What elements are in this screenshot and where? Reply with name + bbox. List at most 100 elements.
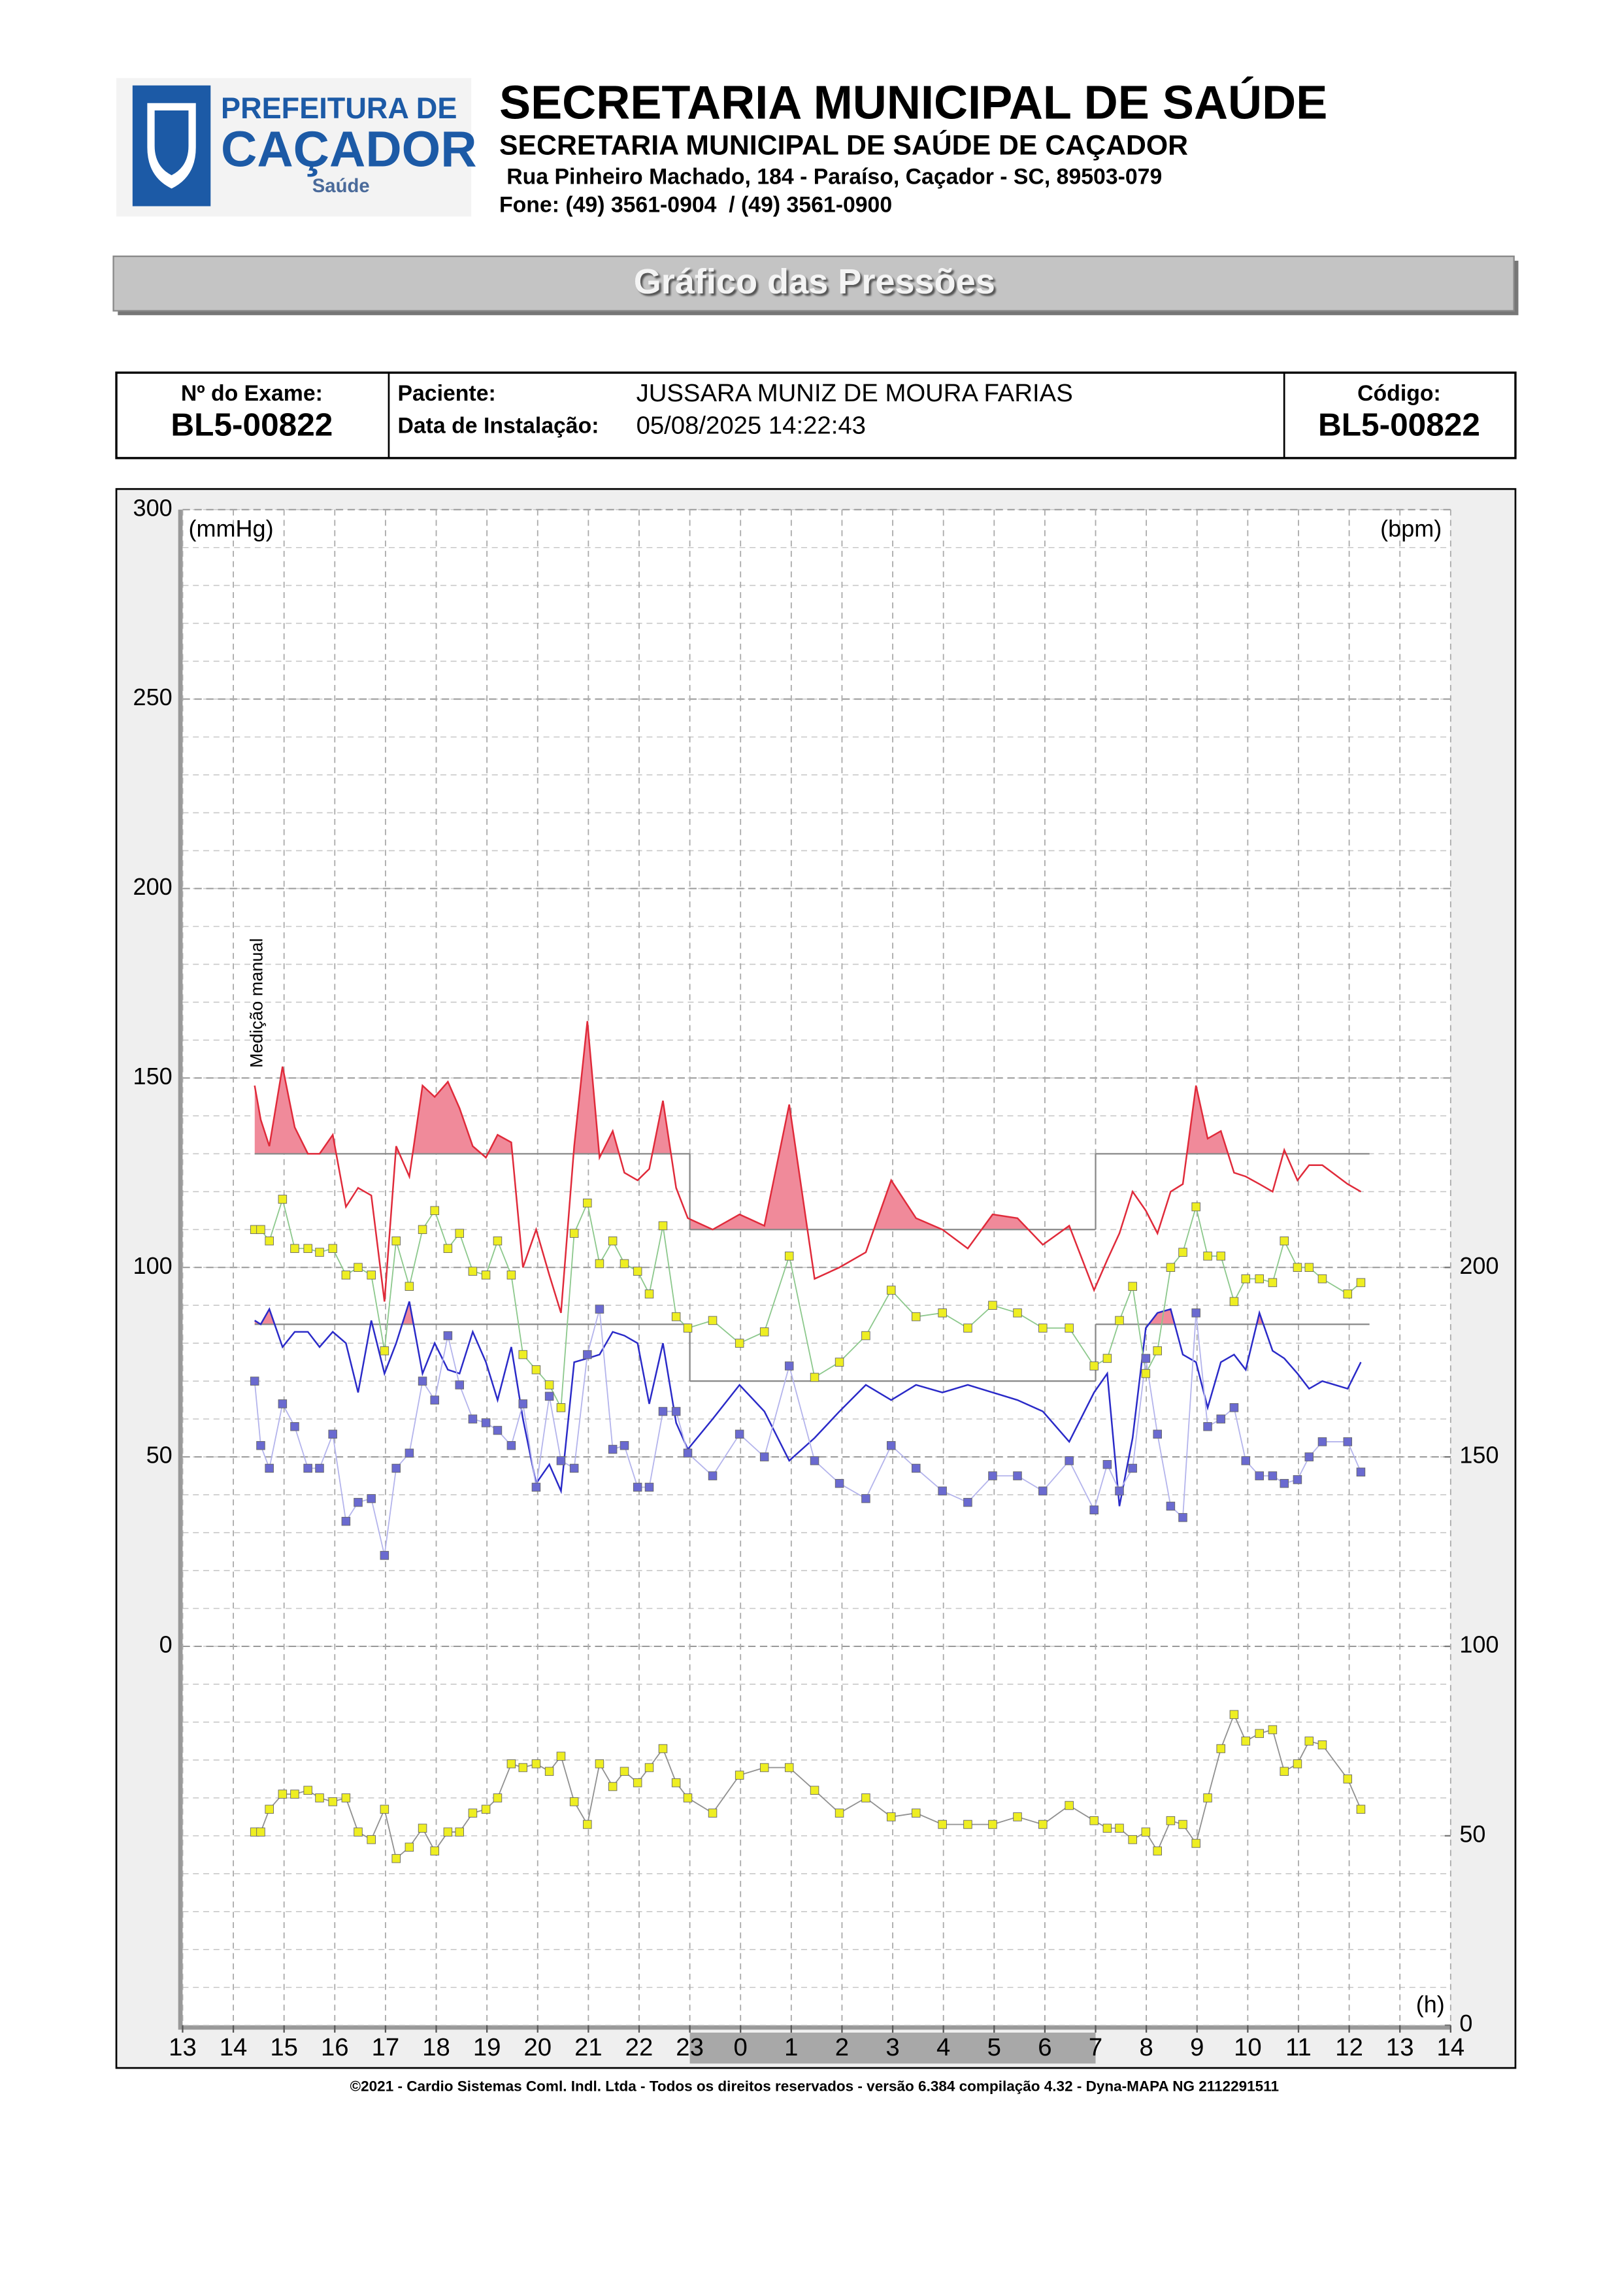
measurement-marker <box>1268 1725 1278 1735</box>
x-tick-label: 17 <box>372 2033 400 2061</box>
measurement-marker <box>256 1440 265 1450</box>
measurement-marker <box>391 1236 401 1246</box>
exam-box <box>115 371 1517 459</box>
measurement-marker <box>506 1271 516 1280</box>
measurement-marker <box>1089 1505 1099 1515</box>
x-tick-label: 20 <box>523 2033 552 2061</box>
measurement-marker <box>1203 1422 1212 1431</box>
measurement-marker <box>367 1835 376 1844</box>
banner <box>112 256 1515 312</box>
y-tick-label: 0 <box>159 1631 173 1658</box>
measurement-marker <box>1343 1774 1353 1784</box>
measurement-marker <box>708 1471 718 1480</box>
measurement-marker <box>759 1327 769 1337</box>
exam-number: BL5-00822 <box>171 407 333 443</box>
x-tick-label: 23 <box>676 2033 704 2061</box>
x-tick-label: 14 <box>1437 2033 1465 2061</box>
measurement-marker <box>1304 1263 1314 1273</box>
trend-line <box>254 1301 1362 1506</box>
connector-line <box>254 1713 1362 1860</box>
connector-line <box>254 1197 1362 1410</box>
measurement-marker <box>1115 1823 1124 1833</box>
measurement-marker <box>938 1820 947 1829</box>
measurement-marker <box>303 1786 312 1795</box>
x-tick-label: 16 <box>321 2033 349 2061</box>
measurement-marker <box>912 1808 921 1818</box>
measurement-marker <box>256 1225 265 1235</box>
measurement-marker <box>430 1395 439 1405</box>
measurement-marker <box>481 1271 491 1280</box>
measurement-marker <box>341 1271 351 1280</box>
measurement-marker <box>658 1221 668 1231</box>
logo-line3: Saúde <box>312 175 370 197</box>
measurement-marker <box>315 1463 324 1473</box>
measurement-marker <box>303 1463 312 1473</box>
x-tick-label: 4 <box>936 2033 950 2061</box>
measurement-marker <box>1293 1759 1302 1769</box>
measurement-marker <box>418 1823 427 1833</box>
measurement-marker <box>1255 1274 1264 1284</box>
x-tick-label: 3 <box>885 2033 899 2061</box>
measurement-marker <box>531 1482 541 1492</box>
measurement-marker <box>354 1263 363 1273</box>
measurement-marker <box>658 1406 668 1416</box>
code-label: Código: <box>1357 381 1441 406</box>
measurement-marker <box>1268 1278 1278 1288</box>
measurement-marker <box>443 1244 453 1254</box>
measurement-marker <box>1317 1274 1327 1284</box>
measurement-marker <box>1203 1793 1212 1803</box>
measurement-marker <box>367 1271 376 1280</box>
measurement-marker <box>1141 1369 1151 1378</box>
measurement-marker <box>988 1820 997 1829</box>
measurement-marker <box>531 1365 541 1374</box>
measurement-marker <box>328 1797 337 1806</box>
measurement-marker <box>1166 1816 1176 1825</box>
measurement-marker <box>1128 1835 1137 1844</box>
measurement-marker <box>418 1376 427 1386</box>
measurement-marker <box>912 1463 921 1473</box>
x-tick-label: 1 <box>784 2033 798 2061</box>
measurement-marker <box>633 1482 642 1492</box>
measurement-marker <box>1343 1437 1353 1446</box>
measurement-marker <box>1216 1252 1225 1261</box>
y2-tick-label: 100 <box>1459 1631 1498 1658</box>
measurement-marker <box>290 1244 299 1254</box>
measurement-marker <box>620 1259 629 1269</box>
measurement-marker <box>405 1842 414 1852</box>
x-tick-label: 9 <box>1190 2033 1204 2061</box>
measurement-marker <box>735 1339 744 1348</box>
measurement-marker <box>455 1827 464 1837</box>
measurement-marker <box>569 1229 579 1238</box>
measurement-marker <box>1153 1429 1162 1439</box>
measurement-marker <box>354 1497 363 1507</box>
measurement-marker <box>938 1308 947 1318</box>
x-tick-label: 2 <box>835 2033 849 2061</box>
x-tick-label: 0 <box>734 2033 748 2061</box>
measurement-marker <box>861 1494 870 1503</box>
measurement-marker <box>633 1778 642 1788</box>
x-tick-label: 21 <box>574 2033 603 2061</box>
sleep-period-band <box>689 2033 1096 2064</box>
measurement-marker <box>1102 1459 1112 1469</box>
measurement-marker <box>1356 1805 1366 1814</box>
x-tick-label: 7 <box>1089 2033 1102 2061</box>
measurement-marker <box>405 1282 414 1291</box>
measurement-marker <box>328 1244 337 1254</box>
measurement-marker <box>518 1350 528 1359</box>
measurement-marker <box>835 1357 844 1367</box>
measurement-marker <box>315 1248 324 1257</box>
measurement-marker <box>367 1494 376 1503</box>
logo-line1: PREFEITURA DE <box>221 92 457 125</box>
measurement-marker <box>595 1259 604 1269</box>
exam-label: Nº do Exame: <box>181 381 323 406</box>
measurement-marker <box>861 1331 870 1340</box>
x-tick-label: 22 <box>625 2033 653 2061</box>
measurement-marker <box>455 1380 464 1389</box>
patient-name: JUSSARA MUNIZ DE MOURA FARIAS <box>636 379 1073 407</box>
measurement-marker <box>1293 1475 1302 1484</box>
measurement-marker <box>671 1312 681 1322</box>
measurement-marker <box>1229 1403 1239 1412</box>
measurement-marker <box>1013 1812 1022 1822</box>
